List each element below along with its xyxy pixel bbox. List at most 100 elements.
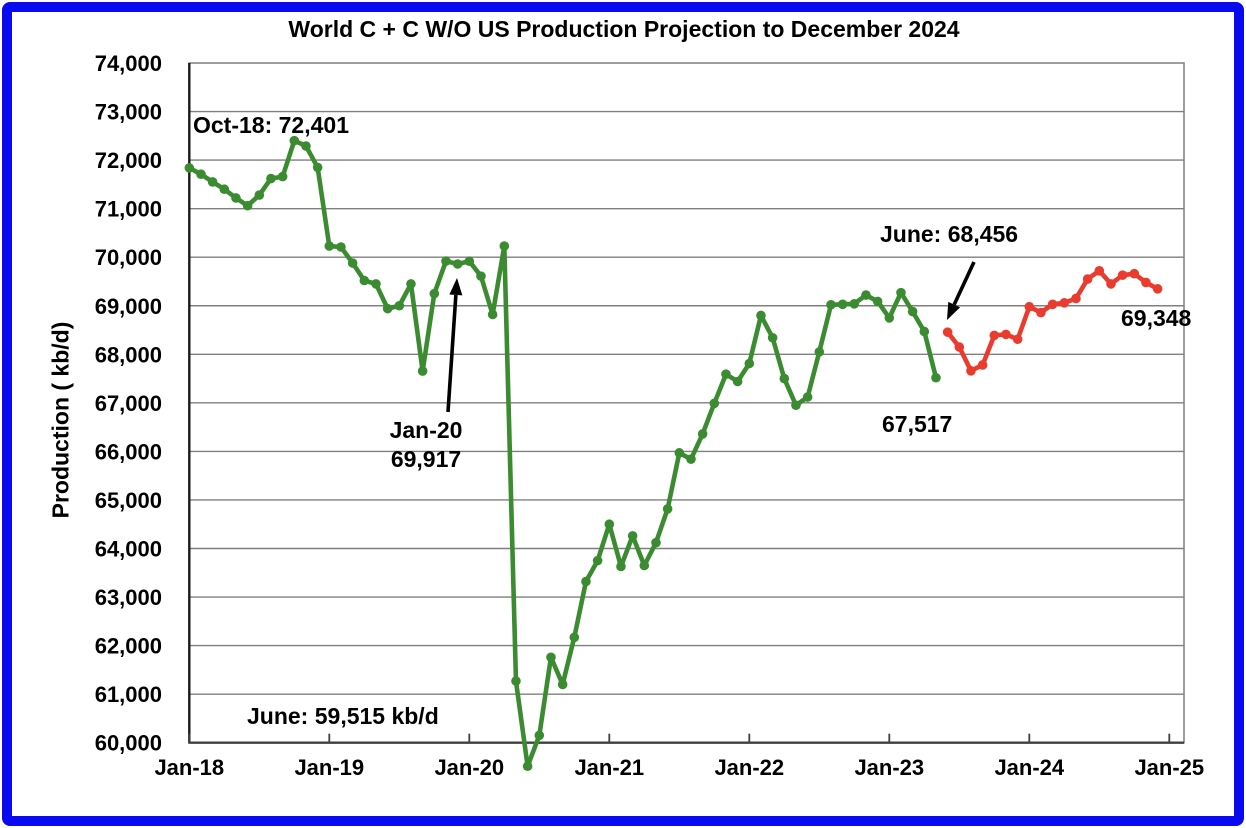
annotation-jan20-month: Jan-20: [389, 417, 463, 443]
historical-point: [592, 555, 603, 566]
y-tick-label: 65,000: [95, 488, 162, 513]
historical-point: [359, 275, 370, 286]
projection-point: [1071, 293, 1081, 304]
y-tick-label: 73,000: [95, 100, 162, 125]
projection-point: [966, 366, 976, 376]
projection-point: [954, 342, 965, 352]
historical-point: [557, 679, 568, 690]
annotation-jan20: Jan-20 69,917: [356, 416, 496, 474]
y-axis-title: Production ( kb/d): [47, 321, 74, 519]
y-tick-label: 63,000: [95, 585, 162, 610]
historical-point: [266, 173, 276, 184]
historical-point: [336, 242, 346, 252]
annotation-june2023-projection-start: June: 68,456: [880, 221, 1019, 247]
y-tick-label: 67,000: [95, 391, 162, 416]
historical-point: [756, 310, 766, 321]
jan20-arrow-head: [449, 278, 463, 296]
projection-point: [977, 360, 988, 370]
x-tick-label: Jan-22: [714, 755, 784, 780]
x-tick-label: Jan-18: [154, 755, 224, 780]
projection-point: [942, 327, 953, 337]
june23-arrow-head: [947, 301, 961, 320]
y-tick-label: 61,000: [95, 682, 162, 707]
historical-point: [301, 141, 311, 151]
y-tick-label: 71,000: [95, 197, 162, 222]
historical-point: [639, 560, 650, 571]
historical-point: [662, 504, 673, 514]
historical-point: [721, 369, 731, 380]
historical-point: [697, 429, 708, 439]
x-tick-label: Jan-24: [994, 755, 1064, 780]
historical-point: [476, 271, 486, 281]
historical-point: [382, 303, 393, 314]
historical-point: [289, 135, 300, 146]
y-tick-label: 70,000: [95, 245, 162, 270]
historical-point: [884, 313, 895, 323]
historical-point: [919, 326, 930, 337]
historical-point: [907, 306, 918, 317]
historical-point: [406, 279, 416, 289]
historical-point: [814, 347, 825, 357]
annotation-oct18-peak: Oct-18: 72,401: [193, 112, 349, 138]
june23-arrow: [947, 261, 976, 320]
jan20-arrow-shaft: [446, 294, 458, 413]
projection-point: [1094, 265, 1105, 276]
historical-point: [627, 531, 638, 541]
historical-point: [791, 400, 801, 411]
historical-point: [674, 448, 685, 458]
historical-point: [511, 676, 521, 686]
historical-point: [616, 561, 626, 572]
projection-point: [1059, 298, 1070, 308]
projection-point: [989, 330, 1000, 341]
y-tick-label: 66,000: [95, 439, 162, 464]
historical-point: [464, 256, 475, 267]
projection-point: [1012, 334, 1023, 345]
projection-point: [1129, 268, 1140, 279]
historical-point: [581, 576, 591, 587]
historical-point: [219, 184, 230, 195]
historical-point: [651, 537, 661, 548]
y-tick-label: 74,000: [95, 51, 162, 76]
projection-point: [1106, 279, 1116, 289]
historical-point: [861, 290, 871, 300]
historical-point: [732, 376, 743, 387]
historical-point: [686, 454, 696, 464]
historical-point: [709, 398, 720, 409]
historical-point: [242, 200, 253, 211]
historical-point: [207, 177, 218, 187]
historical-point: [802, 392, 813, 402]
projection-point: [1001, 329, 1011, 340]
historical-point: [522, 761, 533, 772]
historical-series: [184, 135, 941, 772]
historical-point: [767, 332, 778, 343]
historical-point: [546, 652, 556, 663]
projection-series: [942, 265, 1163, 376]
historical-line: [187, 138, 939, 769]
historical-point: [429, 288, 440, 299]
annotation-jan20-value: 69,917: [390, 446, 462, 472]
gridlines: [189, 110, 1184, 695]
chart-title: World C + C W/O US Production Projection…: [288, 16, 960, 42]
historical-point: [931, 372, 941, 383]
x-tick-label: Jan-19: [294, 755, 364, 780]
historical-point: [744, 358, 755, 369]
x-tick-label: Jan-20: [434, 755, 504, 780]
june23-arrow-shaft: [952, 261, 976, 306]
historical-point: [184, 163, 195, 173]
historical-point: [371, 279, 381, 289]
historical-point: [826, 299, 836, 310]
y-axis-labels: 60,000 61,000 62,000 63,000 64,000 65,000 66,0…: [95, 51, 162, 756]
historical-point: [604, 519, 615, 530]
historical-point: [417, 366, 428, 376]
x-tick-label: Jan-25: [1134, 755, 1204, 780]
jan20-arrow: [446, 278, 463, 413]
y-tick-label: 69,000: [95, 294, 162, 319]
y-tick-label: 68,000: [95, 342, 162, 367]
historical-point: [394, 300, 405, 311]
annotation-june2020-trough: June: 59,515 kb/d: [247, 703, 439, 729]
annotation-dec2024-final: 69,348: [1121, 305, 1192, 331]
historical-point: [487, 309, 498, 320]
